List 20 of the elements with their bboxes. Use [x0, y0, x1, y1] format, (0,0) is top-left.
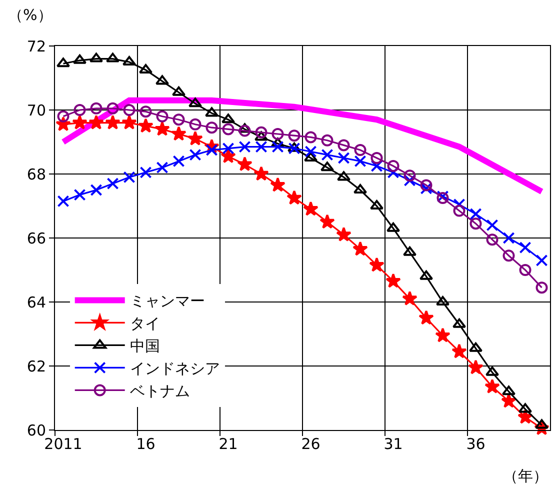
x-axis-title: （年）	[503, 467, 548, 485]
y-tick-label: 66	[26, 229, 46, 248]
y-tick-label: 70	[26, 101, 46, 120]
legend-label: タイ	[130, 314, 160, 333]
legend-label: インドネシア	[130, 360, 220, 378]
x-tick-label: 2011	[44, 435, 82, 453]
y-tick-label: 68	[26, 165, 46, 184]
legend-label: ベトナム	[130, 382, 190, 400]
y-tick-label: 60	[26, 421, 46, 440]
y-tick-label: 64	[26, 293, 46, 312]
x-tick-label: 21	[218, 435, 238, 453]
y-tick-label: 62	[26, 357, 46, 376]
legend-label: 中国	[130, 337, 160, 356]
x-tick-label: 26	[301, 435, 320, 453]
x-tick-label: 16	[136, 435, 156, 453]
x-tick-label: 31	[384, 435, 403, 453]
legend-label: ミャンマー	[130, 292, 205, 310]
y-axis-title: （%）	[8, 6, 52, 24]
x-tick-label: 36	[466, 435, 486, 453]
y-tick-label: 72	[26, 37, 46, 56]
